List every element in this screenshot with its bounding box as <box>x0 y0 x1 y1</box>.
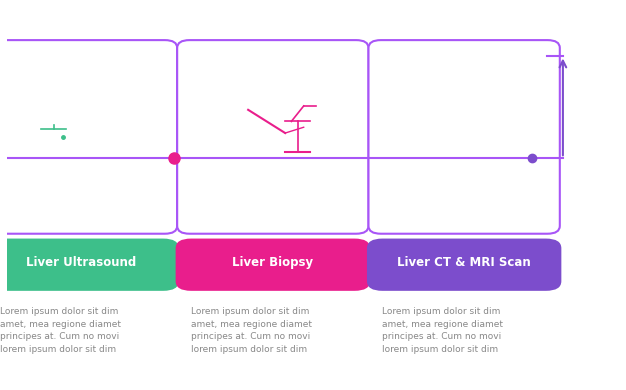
Text: Liver Ultrasound: Liver Ultrasound <box>26 256 136 269</box>
Text: Lorem ipsum dolor sit dim
amet, mea regione diamet
principes at. Cum no movi
lor: Lorem ipsum dolor sit dim amet, mea regi… <box>191 307 312 354</box>
Text: Lorem ipsum dolor sit dim
amet, mea regione diamet
principes at. Cum no movi
lor: Lorem ipsum dolor sit dim amet, mea regi… <box>382 307 503 354</box>
FancyBboxPatch shape <box>176 239 370 291</box>
FancyBboxPatch shape <box>177 40 369 234</box>
Text: Liver CT & MRI Scan: Liver CT & MRI Scan <box>398 256 531 269</box>
Text: Liver Biopsy: Liver Biopsy <box>232 256 314 269</box>
FancyBboxPatch shape <box>0 40 177 234</box>
FancyBboxPatch shape <box>367 239 562 291</box>
FancyBboxPatch shape <box>369 40 560 234</box>
FancyBboxPatch shape <box>0 239 178 291</box>
Text: Lorem ipsum dolor sit dim
amet, mea regione diamet
principes at. Cum no movi
lor: Lorem ipsum dolor sit dim amet, mea regi… <box>0 307 121 354</box>
